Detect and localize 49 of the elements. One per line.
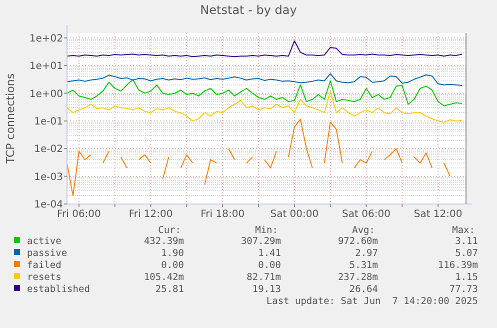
y-tick-label: 1e-03 — [34, 172, 63, 183]
text: Avg: — [352, 225, 375, 236]
text: 3.11 — [455, 236, 478, 247]
text: 105.42m — [144, 272, 184, 283]
text: 5.07 — [455, 248, 478, 259]
text: 116.39m — [438, 260, 478, 271]
text: 307.29m — [240, 236, 282, 247]
text: 19.13 — [252, 284, 281, 295]
y-tick-label: 1e+01 — [29, 61, 63, 72]
text: 1.15 — [455, 272, 478, 283]
y-tick-label: 1e-01 — [34, 116, 63, 128]
text: 432.39m — [144, 236, 184, 247]
text: 25.81 — [155, 284, 184, 295]
text: 26.64 — [349, 284, 378, 295]
legend-label: active — [27, 236, 62, 247]
legend-label: passive — [27, 248, 68, 259]
line-series — [66, 79, 463, 106]
legend-label: established — [27, 284, 90, 295]
text: 0.00 — [161, 260, 184, 271]
chart-title: Netstat - by day — [200, 3, 297, 17]
line-series — [66, 91, 463, 123]
x-tick-label: Fri 12:00 — [128, 209, 173, 220]
text: 972.60m — [338, 236, 378, 247]
text: 1.90 — [161, 248, 184, 259]
text: Min: — [255, 225, 278, 236]
text: Max: — [452, 225, 475, 236]
y-tick-label: 1e-02 — [34, 144, 63, 156]
x-tick-label: Fri 06:00 — [57, 209, 101, 220]
text: 0.00 — [258, 260, 282, 271]
x-tick-label: Fri 18:00 — [200, 209, 245, 220]
text: 77.73 — [449, 284, 478, 295]
line-series — [66, 40, 463, 58]
y-tick-label: 1e+02 — [29, 33, 63, 44]
line-series — [66, 73, 463, 86]
text: 5.31m — [349, 260, 378, 271]
x-tick-label: Sat 00:00 — [270, 209, 319, 220]
text: 1.41 — [258, 248, 282, 259]
text: 237.28m — [338, 272, 378, 283]
legend-label: failed — [27, 260, 62, 271]
text: 2.97 — [355, 248, 378, 259]
legend-label: resets — [27, 272, 62, 283]
x-tick-label: Sat 12:00 — [414, 209, 462, 220]
y-tick-label: 1e-04 — [34, 200, 63, 210]
x-tick-label: Sat 06:00 — [342, 209, 390, 220]
text: Cur: — [158, 225, 181, 236]
y-axis-title: TCP connections — [4, 73, 17, 165]
text: Last update: Sat Jun 7 14:20:00 2025 — [266, 296, 478, 307]
text: 82.71m — [246, 272, 282, 283]
y-tick-label: 1e+00 — [29, 88, 63, 100]
